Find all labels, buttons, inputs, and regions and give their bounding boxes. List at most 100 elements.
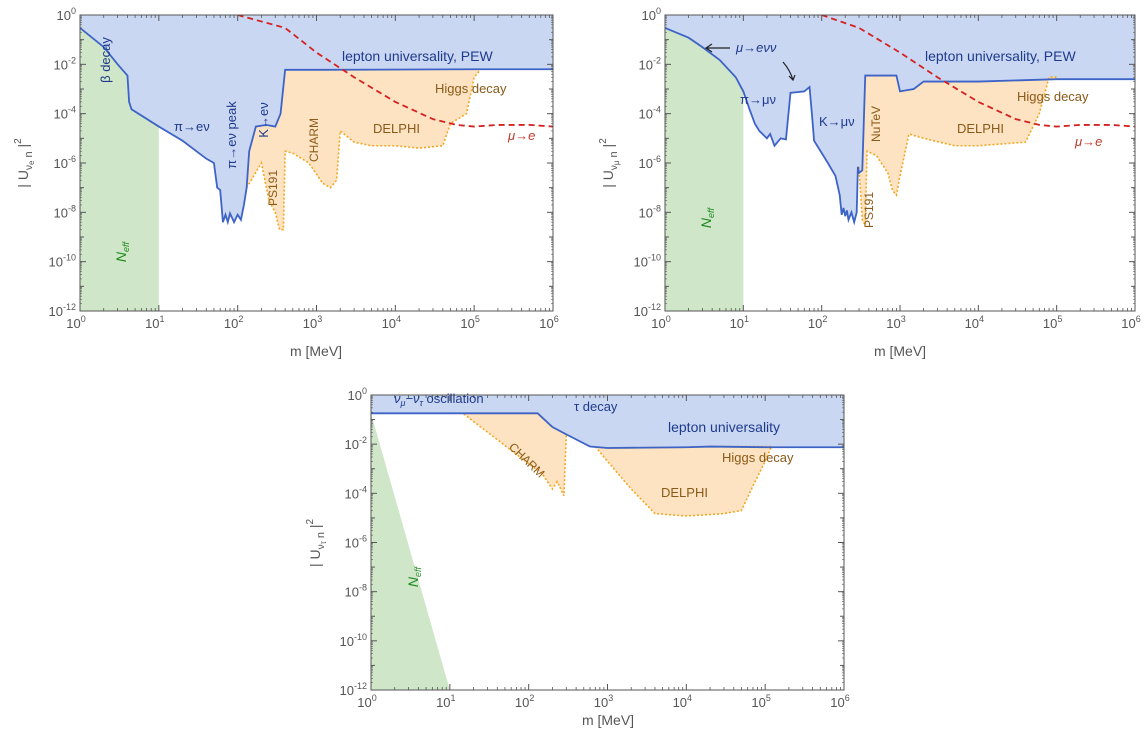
x-tick-label: 102 [515, 693, 534, 710]
y-tick-label: 10-12 [49, 302, 76, 319]
label-pi-mu-nu: π→μν [740, 92, 776, 107]
svg-text:Neff: Neff [113, 240, 131, 262]
label-k-mu-nu: K→μν [819, 114, 855, 129]
x-tick-label: 104 [382, 314, 401, 331]
panel-nu-e: 100 101 102 103 104 105 106 10-12 10-10 10-8 10-6 1… [13, 6, 559, 359]
label-k-e-nu: K→eν [256, 102, 271, 137]
x-tick-label: 101 [436, 693, 455, 710]
label-neff: Neff [113, 240, 131, 262]
x-tick-label: 103 [303, 314, 322, 331]
svg-text:| Uντ n |2: | Uντ n |2 [305, 519, 328, 568]
label-beta-decay: β decay [98, 37, 113, 83]
label-lepton-universality: lepton universality [668, 419, 780, 435]
x-tick-label: 104 [673, 693, 692, 710]
orange-region-0 [463, 413, 567, 496]
label-delphi: DELPHI [661, 485, 708, 500]
x-tick-label: 102 [224, 314, 243, 331]
label-ps191: PS191 [862, 192, 876, 228]
axis-ticks: 100 101 102 103 104 105 106 10-12 10-10 10-8 10-6 1… [634, 6, 1141, 331]
y-tick-label: 10-2 [345, 435, 367, 452]
label-neff: Neff [698, 206, 716, 228]
x-tick-label: 106 [539, 314, 558, 331]
y-tick-label: 10-4 [639, 105, 661, 122]
x-tick-label: 101 [730, 314, 749, 331]
y-tick-label: 10-6 [54, 154, 76, 171]
x-tick-label: 100 [357, 693, 376, 710]
plot-layers [80, 15, 553, 311]
label-lepton-universality: lepton universality, PEW [342, 48, 493, 64]
label-charm: CHARM [307, 118, 321, 162]
mu-e-constraint-line [237, 15, 553, 128]
y-tick-label: 10-10 [49, 253, 76, 270]
excluded-region [665, 15, 1135, 223]
arrow-down [782, 61, 796, 82]
neff-band [80, 27, 159, 311]
y-tick-label: 100 [348, 386, 367, 403]
orange-boundary-line-0 [858, 76, 1057, 229]
label-nutev: NuTeV [869, 106, 883, 142]
label-delphi: DELPHI [957, 121, 1004, 136]
panel-nu-tau: 100 101 102 103 104 105 106 10-12 10-10 10-8 10-6 1… [305, 386, 850, 728]
orange-region-0 [859, 75, 1057, 226]
svg-text:Neff: Neff [405, 565, 423, 587]
y-tick-label: 10-8 [54, 203, 76, 220]
arrow-left [704, 43, 730, 53]
y-tick-label: 100 [642, 6, 661, 23]
y-tick-label: 10-6 [639, 154, 661, 171]
y-tick-label: 10-12 [340, 681, 367, 698]
x-axis-label: m [MeV] [582, 712, 634, 728]
x-tick-label: 102 [808, 314, 827, 331]
excluded-boundary-line [371, 412, 844, 449]
label-mu-e: μ→e [507, 128, 535, 143]
label-oscillation: νμ−ντ oscillation [394, 391, 484, 408]
label-mu-e-nu-nu: μ→eνν [735, 40, 777, 55]
y-tick-label: 10-2 [639, 55, 661, 72]
y-tick-label: 10-2 [54, 55, 76, 72]
x-tick-label: 105 [1043, 314, 1062, 331]
label-higgs-decay: Higgs decay [435, 81, 507, 96]
y-tick-label: 10-6 [345, 534, 367, 551]
orange-region-0 [246, 69, 481, 230]
x-tick-label: 103 [886, 314, 905, 331]
x-tick-label: 103 [594, 693, 613, 710]
label-pi-e-nu-peak: π→eν peak [224, 101, 239, 169]
axis-ticks: 100 101 102 103 104 105 106 10-12 10-10 10-8 10-6 1… [340, 386, 850, 710]
x-axis-label: m [MeV] [290, 343, 342, 359]
svg-text:| Uνe n |2: | Uνe n |2 [13, 138, 36, 188]
x-axis-label: m [MeV] [874, 343, 926, 359]
label-delphi: DELPHI [373, 121, 420, 136]
y-tick-label: 10-4 [54, 105, 76, 122]
x-tick-label: 101 [145, 314, 164, 331]
y-tick-label: 10-8 [639, 203, 661, 220]
y-axis-label: | Uνe n |2 [13, 138, 36, 188]
plot-layers [371, 395, 844, 690]
neff-band [371, 413, 450, 690]
svg-text:| Uνμ n |2: | Uνμ n |2 [598, 138, 621, 188]
y-tick-label: 10-8 [345, 583, 367, 600]
y-tick-label: 10-4 [345, 484, 367, 501]
x-tick-label: 105 [460, 314, 479, 331]
label-higgs-decay: Higgs decay [722, 450, 794, 465]
label-tau-decay: τ decay [574, 399, 618, 414]
x-tick-label: 106 [830, 693, 849, 710]
x-tick-label: 100 [651, 314, 670, 331]
label-ps191: PS191 [266, 170, 280, 206]
excluded-region [371, 395, 844, 448]
y-tick-label: 100 [57, 6, 76, 23]
neff-band [665, 27, 744, 311]
svg-text:Neff: Neff [698, 206, 716, 228]
mu-e-constraint-line [821, 15, 1135, 128]
excluded-boundary-line [80, 27, 553, 226]
x-tick-label: 106 [1121, 314, 1140, 331]
y-tick-label: 10-10 [634, 253, 661, 270]
y-axis-label: | Uντ n |2 [305, 519, 328, 568]
excluded-region [80, 15, 553, 223]
orange-region-1 [595, 446, 772, 516]
axis-ticks: 100 101 102 103 104 105 106 10-12 10-10 10-8 10-6 1… [49, 6, 559, 331]
panel-nu-mu: 100 101 102 103 104 105 106 10-12 10-10 10-8 10-6 1… [598, 6, 1141, 359]
label-higgs-decay: Higgs decay [1017, 89, 1089, 104]
excluded-boundary-line [665, 27, 1135, 226]
x-tick-label: 100 [66, 314, 85, 331]
x-tick-label: 105 [751, 693, 770, 710]
